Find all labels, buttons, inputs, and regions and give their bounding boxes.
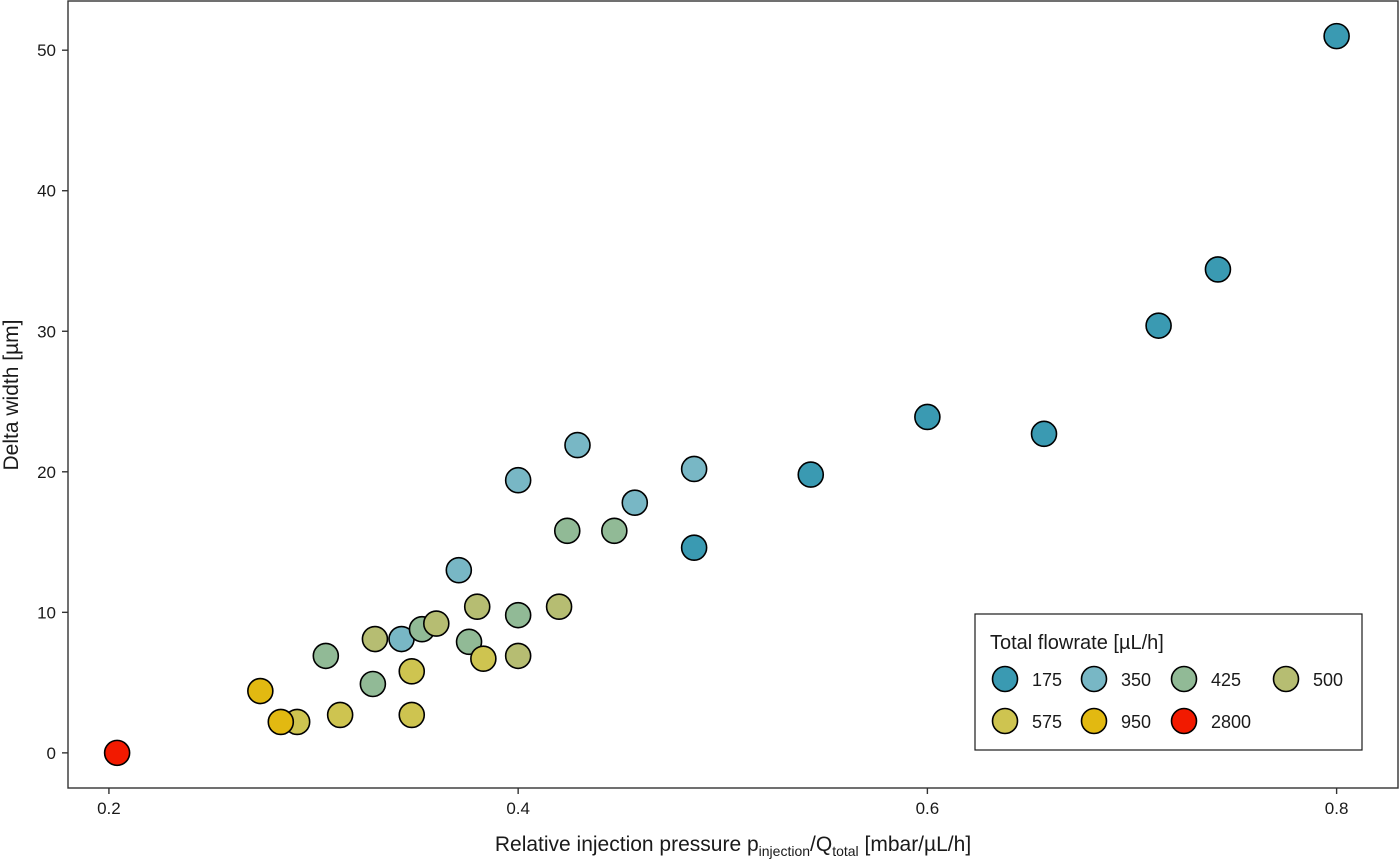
legend-key-500 xyxy=(1272,665,1300,693)
data-point-175 xyxy=(797,461,825,488)
legend-label-425: 425 xyxy=(1211,670,1241,690)
data-point-175 xyxy=(680,534,708,561)
data-point-350 xyxy=(621,489,649,517)
legend-label-175: 175 xyxy=(1032,670,1062,690)
data-point-350 xyxy=(680,455,708,483)
legend-key-2800 xyxy=(1170,707,1198,735)
data-point-575 xyxy=(398,701,426,729)
legend-key-350 xyxy=(1080,665,1108,693)
data-point-950 xyxy=(267,708,295,736)
data-point-500 xyxy=(463,593,491,621)
y-tick-label: 10 xyxy=(37,603,56,622)
data-point-500 xyxy=(504,642,532,670)
data-point-425 xyxy=(601,517,628,545)
data-point-575 xyxy=(470,645,497,673)
legend-key-175 xyxy=(991,665,1019,693)
data-point-350 xyxy=(564,431,591,459)
legend-label-950: 950 xyxy=(1121,712,1151,732)
y-tick-label: 30 xyxy=(37,322,56,341)
legend-items: 175 350 425 500 575 950 2800 xyxy=(991,665,1343,735)
data-point-2800 xyxy=(103,739,131,767)
data-point-425 xyxy=(553,517,581,545)
y-axis-title: Delta width [µm] xyxy=(0,320,23,471)
y-axis: 0 10 20 30 40 50 xyxy=(37,41,68,763)
data-point-950 xyxy=(247,677,274,705)
x-tick-label: 0.8 xyxy=(1325,799,1349,818)
x-tick-label: 0.6 xyxy=(916,799,940,818)
legend-label-350: 350 xyxy=(1121,670,1151,690)
x-axis-title: Relative injection pressure pinjection/Q… xyxy=(495,833,971,859)
y-tick-label: 50 xyxy=(37,41,56,60)
legend-key-425 xyxy=(1170,665,1198,693)
data-point-500 xyxy=(545,593,573,621)
data-point-350 xyxy=(504,466,532,494)
legend-label-500: 500 xyxy=(1313,670,1343,690)
y-tick-label: 40 xyxy=(37,182,56,201)
data-points xyxy=(103,22,1350,767)
data-point-425 xyxy=(455,628,483,656)
x-axis: 0.2 0.4 0.6 0.8 xyxy=(97,788,1348,818)
data-point-175 xyxy=(1030,420,1058,448)
data-point-175 xyxy=(1323,22,1350,50)
data-point-175 xyxy=(914,403,941,431)
data-point-500 xyxy=(361,625,389,653)
data-point-575 xyxy=(326,701,354,729)
y-tick-label: 20 xyxy=(37,463,56,482)
legend-key-575 xyxy=(991,707,1019,735)
data-point-425 xyxy=(504,601,532,629)
legend-label-2800: 2800 xyxy=(1211,712,1251,732)
data-point-500 xyxy=(423,610,450,637)
data-point-425 xyxy=(312,642,340,670)
data-point-175 xyxy=(1145,312,1172,339)
data-point-575 xyxy=(398,658,426,685)
y-tick-label: 0 xyxy=(47,744,56,763)
legend-label-575: 575 xyxy=(1032,712,1062,732)
data-point-425 xyxy=(359,670,387,698)
data-point-175 xyxy=(1204,256,1232,283)
legend: Total flowrate [µL/h] 175 350 425 500 575 950… xyxy=(974,613,1363,751)
x-tick-label: 0.4 xyxy=(506,799,530,818)
legend-key-950 xyxy=(1080,707,1108,735)
data-point-350 xyxy=(445,556,473,584)
legend-title: Total flowrate [µL/h] xyxy=(990,632,1164,654)
x-tick-label: 0.2 xyxy=(97,799,121,818)
